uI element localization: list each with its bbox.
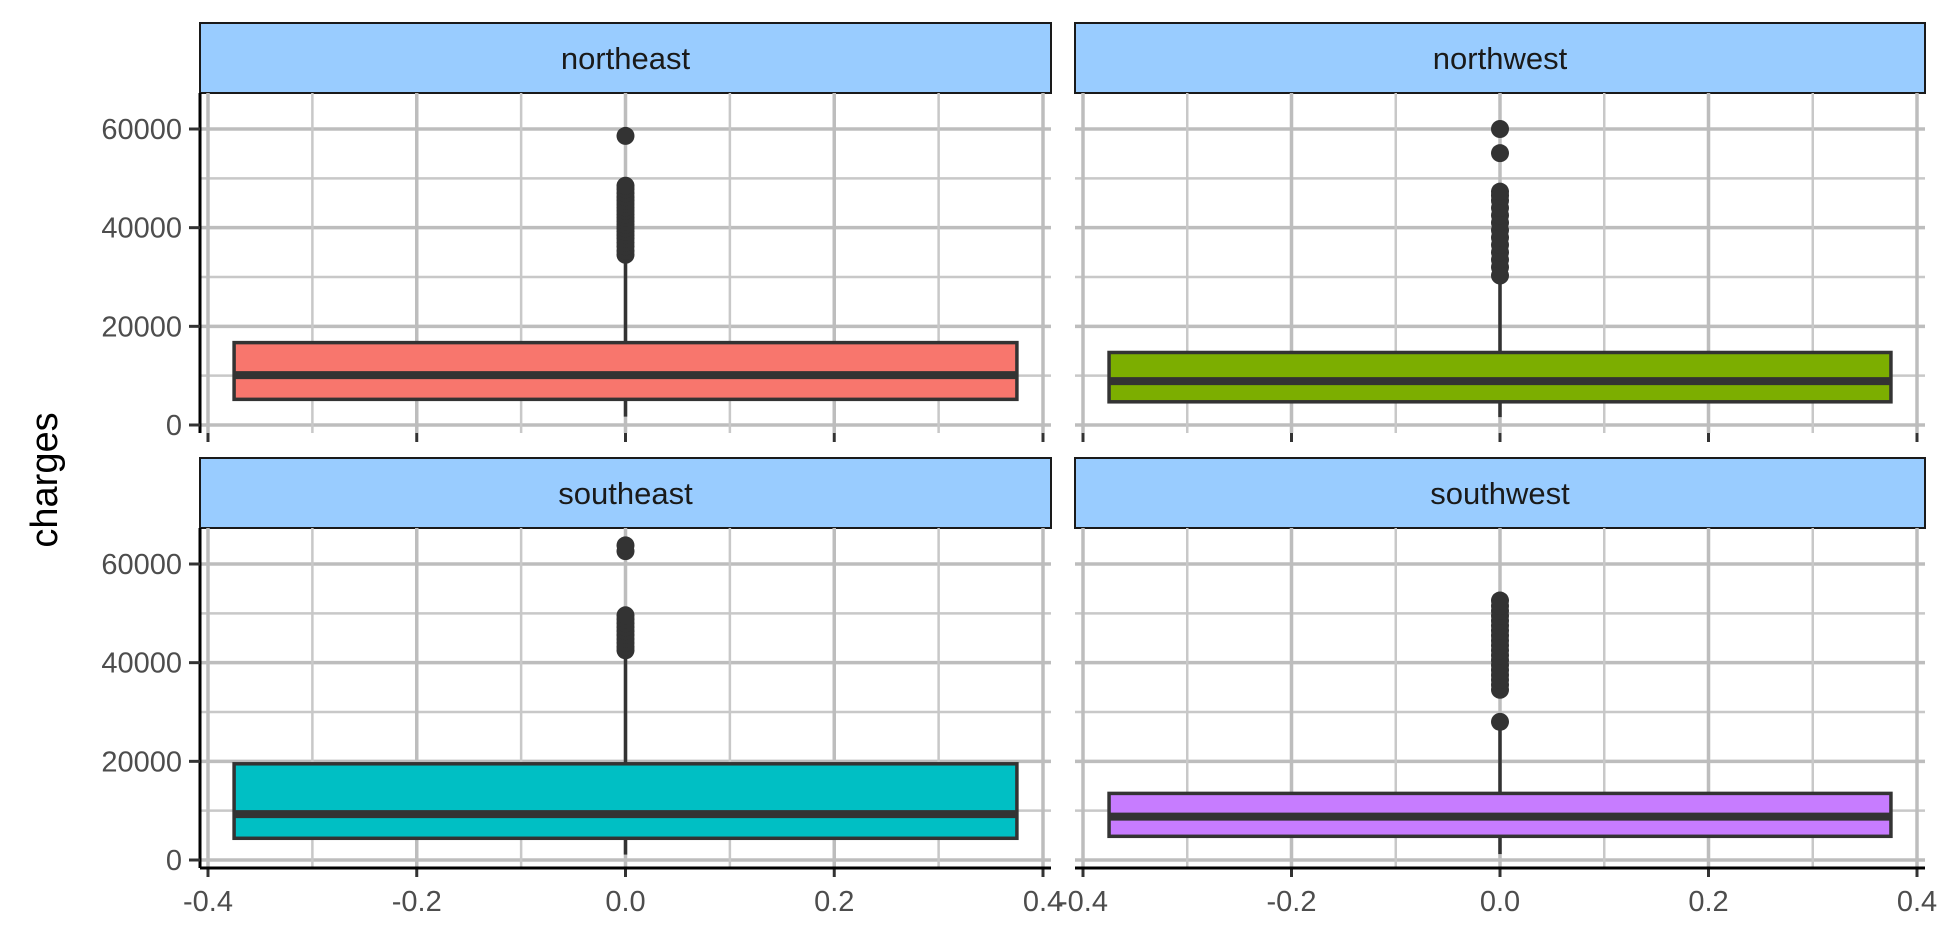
x-tick-label: -0.4	[1058, 886, 1108, 918]
panel-northwest: northwest	[1074, 22, 1926, 442]
y-tick-label: 60000	[101, 114, 182, 146]
x-tick-label: 0.0	[1480, 886, 1520, 918]
outliers-southeast	[616, 536, 635, 660]
panel-southeast: southeast 0 20000 40000 60000 -0.4 -0.2 0.0 0.2 0…	[101, 457, 1063, 918]
strip-southwest	[1074, 457, 1926, 529]
outlier-point	[1491, 144, 1509, 163]
outlier-point	[1491, 591, 1509, 610]
strip-label-northwest: northwest	[1433, 41, 1568, 76]
outlier-point	[1491, 182, 1509, 201]
strip-label-southwest: southwest	[1430, 476, 1570, 511]
strip-label-southeast: southeast	[558, 476, 693, 511]
y-tick-label: 0	[166, 845, 182, 877]
y-tick-label: 60000	[101, 549, 182, 581]
outliers-northeast	[616, 126, 635, 264]
panel-northeast: northeast 0 20000 40000 60000	[101, 22, 1052, 442]
box-southeast	[232, 762, 1019, 841]
strip-southeast	[199, 457, 1052, 529]
y-tick-label: 40000	[101, 648, 182, 680]
strip-label-northeast: northeast	[561, 41, 691, 76]
x-tick-label: -0.2	[1267, 886, 1317, 918]
x-tick-label: 0.4	[1897, 886, 1937, 918]
x-tick-label: -0.2	[392, 886, 442, 918]
strip-northeast	[199, 22, 1052, 94]
outlier-point	[616, 536, 635, 555]
outlier-point	[1491, 712, 1509, 731]
y-axis-title: charges	[24, 412, 66, 547]
y-tick-label: 20000	[101, 311, 182, 343]
y-tick-label: 40000	[101, 213, 182, 245]
outlier-point	[616, 126, 635, 145]
panel-southwest: southwest -0.4 -0.2 0.0 0.2 0.4	[1058, 457, 1937, 918]
box-northeast	[232, 340, 1019, 402]
outlier-point	[1491, 120, 1509, 138]
outlier-point	[616, 606, 635, 625]
x-tick-label: 0.2	[814, 886, 854, 918]
y-tick-label: 20000	[101, 746, 182, 778]
outliers-northwest	[1491, 120, 1509, 285]
outlier-point	[616, 176, 635, 195]
outliers-southwest	[1491, 591, 1509, 731]
x-tick-label: 0.0	[605, 886, 645, 918]
x-tick-label: 0.4	[1023, 886, 1063, 918]
x-tick-label: -0.4	[183, 886, 233, 918]
y-tick-label: 0	[166, 410, 182, 442]
x-tick-label: 0.2	[1688, 886, 1728, 918]
